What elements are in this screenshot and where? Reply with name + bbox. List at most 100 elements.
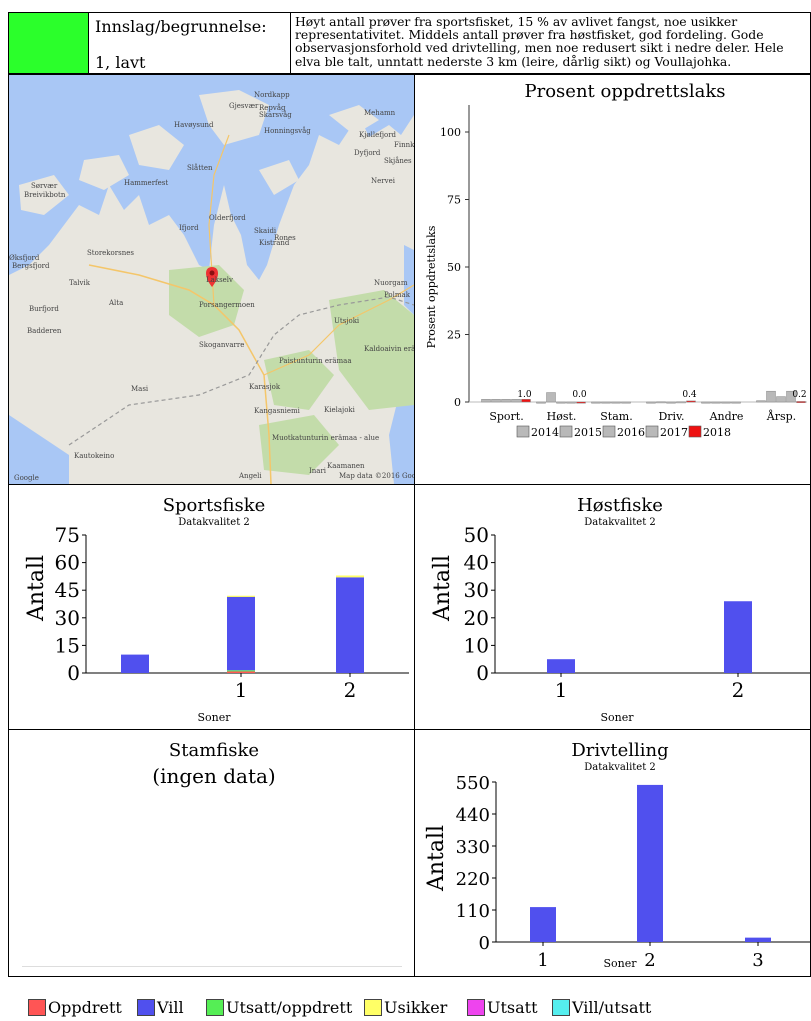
data-label: 0.4 [682,390,697,400]
bar-2014-Andre [701,401,711,404]
drivtelling-panel: Drivtelling Datakvalitet 2 Antall Soner … [414,729,811,977]
x-axis-label: Soner [600,711,634,724]
map-place-label: Burfjord [29,305,59,313]
legend-label: Vill [157,998,184,1017]
legend-swatch [688,425,702,438]
x-axis-label: Soner [603,957,637,970]
map-place-label: Paistunturin erämaa [279,357,352,365]
bar-2017-Sport. [511,399,521,403]
map-place-label: Angeli [238,472,262,480]
bar-2017-Høst. [566,401,576,404]
legend-label: Utsatt/oppdrett [226,998,353,1017]
map-place-label: Utsjoki [334,317,360,325]
data-label: 0.0 [572,390,587,400]
bar-2016-Driv. [666,401,676,404]
legend-item-utsatt-oppdrett: Utsatt/oppdrett [206,998,352,1018]
legend-swatch [467,999,485,1016]
map-place-label: Rones [274,234,296,242]
bar-2016-Høst. [556,401,566,404]
y-axis-label: Antall [24,555,49,622]
x-tick-label: Årsp. [766,409,796,423]
map-place-label: Slåtten [187,163,213,172]
sportsfiske-panel: Sportsfiske Datakvalitet 2 Antall Soner … [8,484,415,730]
assessment-description: Høyt antall prøver fra sportsfisket, 15 … [291,12,811,74]
bar-2014-Høst. [536,401,546,404]
y-tick-label: 100 [440,126,461,139]
bar-2015-Årsp. [766,390,776,403]
x-tick-label: Driv. [658,410,684,423]
map-place-label: Nordkapp [254,91,290,99]
map-place-label: Talvik [69,279,91,287]
bar-2014-Årsp. [756,400,766,403]
bar-2018-Driv. [686,400,696,403]
bar-vill [745,937,771,942]
map-place-label: Skarsvåg [259,110,292,119]
y-tick-label: 550 [456,773,490,794]
map-place-label: Finnko [394,141,414,149]
map-place-label: Ifjord [179,224,199,232]
map-place-label: Bergsfjord [12,262,50,270]
y-tick-label: 75 [55,523,80,547]
map-place-label: Repvåg [259,103,286,112]
assessment-label: Innslag/begrunnelse: [95,17,267,36]
y-tick-label: 220 [456,869,490,890]
bar-2015-Driv. [656,401,666,404]
bar-2017-Andre [731,401,741,404]
bar-2016-Sport. [501,399,511,403]
map-place-label: Havøysund [174,121,214,129]
bar-vill [121,654,149,673]
y-tick-label: 20 [464,606,489,630]
drivtelling-chart: Drivtelling Datakvalitet 2 Antall Soner … [424,740,810,971]
stamfiske-chart: Stamfiske (ingen data) [152,740,275,788]
y-tick-label: 50 [464,523,489,547]
chart-title: Sportsfiske [163,495,266,516]
legend-label: Utsatt [487,998,538,1017]
x-tick-label: Andre [709,410,744,423]
bar-2017-Driv. [676,401,686,404]
bar-2015-Stam. [601,401,611,404]
map-place-label: Breivikbotn [24,191,66,199]
x-tick-label: 1 [235,678,248,702]
bar-usikker [336,575,364,578]
no-data-note: (ingen data) [152,764,275,788]
map-place-label: Skoganvarre [199,341,244,349]
legend-label: 2016 [617,426,645,439]
y-tick-label: 60 [55,551,80,575]
map-place-label: Kistrand [259,239,290,247]
y-tick-label: 75 [447,194,461,207]
bar-vill [637,784,663,942]
location-pin-icon[interactable] [206,267,218,287]
bar-vill [547,659,575,673]
map-place-label: Karasjok [249,383,281,391]
x-tick-label: 1 [555,678,568,702]
chart-subtitle: Datakvalitet 2 [584,762,656,773]
bar-utsatt_oppdrett [227,670,255,672]
map-place-label: Sørvær [31,182,58,190]
hostfiske-panel: Høstfiske Datakvalitet 2 Antall Soner 0 1… [414,484,811,730]
chart-subtitle: Datakvalitet 2 [584,517,656,528]
map-place-label: Kautokeino [74,452,114,460]
map-place-label: Mehamn [364,109,396,117]
x-axis-label: Soner [197,711,231,724]
y-tick-label: 10 [464,633,489,657]
legend-swatch [206,999,224,1016]
y-tick-label: 0 [479,933,490,954]
map-place-label: Polmak [384,291,411,299]
x-tick-label: 2 [732,678,745,702]
assessment-label-cell: Innslag/begrunnelse: 1, lavt [89,12,291,74]
y-tick-label: 110 [456,901,490,922]
bar-2017-Årsp. [786,390,796,403]
bar-2014-Stam. [591,401,601,404]
bar-2018-Årsp. [796,401,806,403]
map-place-label: Alta [108,299,123,307]
legend-label: Usikker [384,998,448,1017]
x-tick-label: Stam. [600,410,632,423]
map-place-label: Nervei [371,177,396,185]
bar-vill [227,596,255,671]
legend-label: 2014 [531,426,559,439]
bar-2018-Høst. [576,401,586,404]
y-tick-label: 25 [447,329,461,342]
y-tick-label: 0 [454,396,461,409]
map-place-label: Google [14,474,39,482]
